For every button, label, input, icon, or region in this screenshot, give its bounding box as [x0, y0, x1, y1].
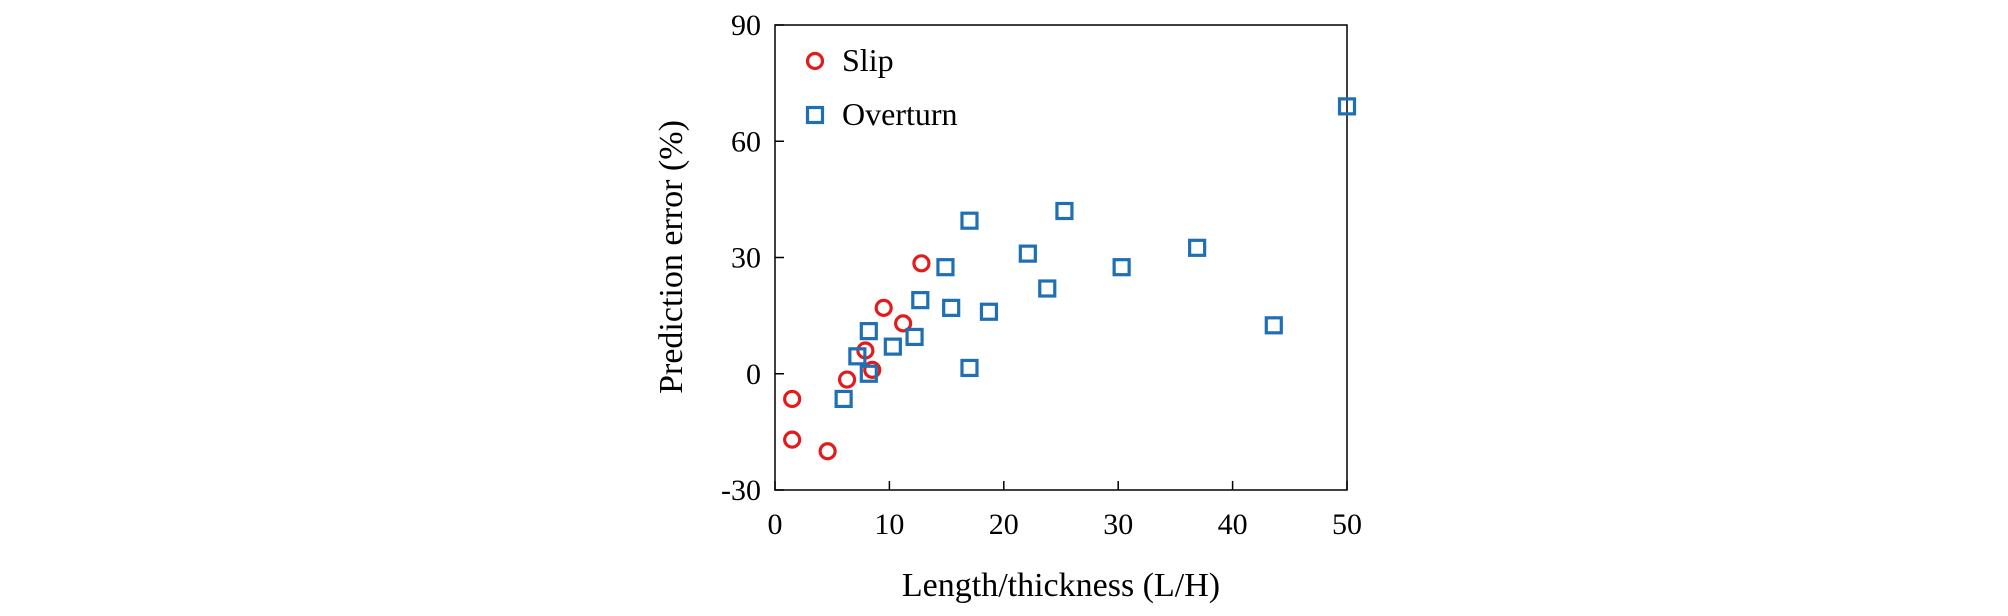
data-point-overturn	[859, 322, 878, 341]
data-point-slip	[837, 370, 857, 389]
data-point-overturn	[911, 291, 930, 310]
data-point-overturn	[834, 389, 853, 409]
legend-item-overturn: Overturn	[805, 96, 958, 132]
legend: Slip Overturn	[805, 42, 958, 132]
y-axis: -30 0 30 60 90	[721, 9, 784, 507]
x-tick-label: 0	[768, 508, 783, 541]
data-point-slip	[783, 389, 802, 409]
data-point-overturn	[905, 327, 924, 347]
data-point-overturn	[942, 298, 961, 317]
legend-marker-slip	[805, 51, 825, 71]
y-axis-title: Prediction error (%)	[653, 120, 690, 394]
data-point-slip	[912, 254, 931, 273]
x-tick-label: 20	[989, 508, 1019, 541]
data-point-slip	[818, 442, 837, 461]
data-point-overturn	[848, 347, 867, 366]
data-point-slip	[894, 314, 913, 333]
y-tick-label: 0	[746, 358, 761, 391]
y-tick-label: -30	[721, 474, 761, 507]
x-axis-title: Length/thickness (L/H)	[902, 567, 1220, 604]
data-point-overturn	[883, 337, 902, 356]
data-point-overturn	[960, 211, 979, 230]
data-point-overturn	[1018, 244, 1037, 263]
data-point-slip	[863, 360, 882, 379]
data-point-overturn	[859, 364, 878, 383]
data-point-overturn	[1055, 201, 1074, 221]
legend-marker-overturn	[805, 105, 825, 125]
data-point-overturn	[1264, 316, 1283, 335]
data-point-overturn	[1038, 279, 1057, 298]
legend-label-slip: Slip	[842, 42, 894, 78]
x-tick-label: 50	[1332, 508, 1362, 541]
data-point-overturn	[1188, 238, 1207, 257]
y-tick-label: 90	[731, 9, 761, 42]
y-tick-label: 60	[731, 125, 761, 158]
legend-item-slip: Slip	[805, 42, 894, 78]
x-tick-label: 10	[874, 508, 904, 541]
x-axis: 0 10 20 30 40 50	[768, 481, 1362, 541]
legend-label-overturn: Overturn	[842, 96, 958, 132]
data-point-overturn	[936, 258, 955, 277]
data-point-overturn	[979, 302, 999, 321]
data-markers	[783, 97, 1357, 461]
data-point-slip	[874, 298, 893, 317]
y-tick-label: 30	[731, 242, 761, 275]
x-tick-label: 30	[1103, 508, 1133, 541]
x-tick-label: 40	[1218, 508, 1248, 541]
plot-frame	[774, 24, 1348, 491]
data-point-slip	[783, 430, 802, 449]
data-point-overturn	[1337, 97, 1357, 116]
data-point-overturn	[1112, 258, 1131, 277]
data-point-overturn	[960, 358, 979, 378]
